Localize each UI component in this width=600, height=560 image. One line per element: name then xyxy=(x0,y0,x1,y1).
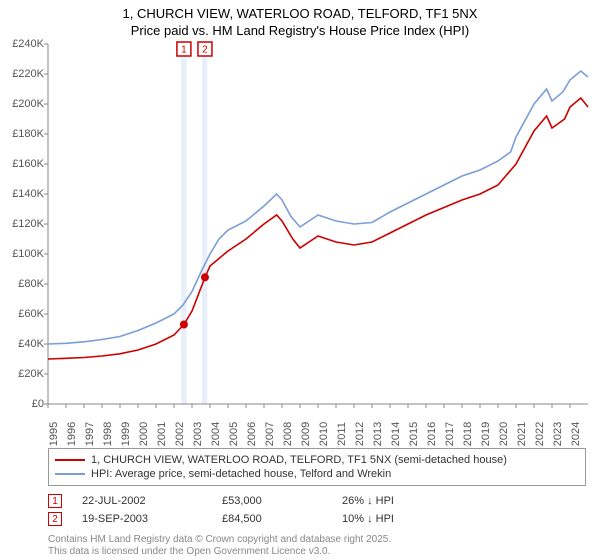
x-tick-label: 2014 xyxy=(390,422,402,446)
chart-title-block: 1, CHURCH VIEW, WATERLOO ROAD, TELFORD, … xyxy=(0,0,600,42)
x-tick-label: 2013 xyxy=(372,422,384,446)
x-tick-label: 2021 xyxy=(516,422,528,446)
x-tick-label: 2002 xyxy=(174,422,186,446)
legend: 1, CHURCH VIEW, WATERLOO ROAD, TELFORD, … xyxy=(48,448,586,486)
legend-label: 1, CHURCH VIEW, WATERLOO ROAD, TELFORD, … xyxy=(91,454,507,466)
x-tick-label: 2007 xyxy=(264,422,276,446)
y-tick-label: £40K xyxy=(18,338,44,350)
x-tick-label: 2004 xyxy=(210,422,222,446)
x-tick-label: 2008 xyxy=(282,422,294,446)
sale-band xyxy=(202,44,207,404)
sale-date: 22-JUL-2002 xyxy=(82,495,222,507)
x-tick-label: 2012 xyxy=(354,422,366,446)
sale-delta: 10% ↓ HPI xyxy=(342,513,482,525)
sale-point xyxy=(201,273,209,281)
legend-item: 1, CHURCH VIEW, WATERLOO ROAD, TELFORD, … xyxy=(55,453,579,467)
x-axis: 1995199619971998199920002001200220032004… xyxy=(48,406,588,442)
chart-plot-area: 12 xyxy=(48,44,588,404)
x-tick-label: 2005 xyxy=(228,422,240,446)
x-tick-label: 1997 xyxy=(84,422,96,446)
series-price_paid xyxy=(48,98,588,359)
x-tick-label: 2006 xyxy=(246,422,258,446)
x-tick-label: 1996 xyxy=(66,422,78,446)
x-tick-label: 2022 xyxy=(534,422,546,446)
x-tick-label: 2009 xyxy=(300,422,312,446)
x-tick-label: 1999 xyxy=(120,422,132,446)
sale-row: 2 19-SEP-2003£84,50010% ↓ HPI xyxy=(48,510,586,528)
y-tick-label: £80K xyxy=(18,278,44,290)
sales-table: 1 22-JUL-2002£53,00026% ↓ HPI 2 19-SEP-2003… xyxy=(48,492,586,528)
x-tick-label: 2015 xyxy=(408,422,420,446)
y-tick-label: £160K xyxy=(12,158,44,170)
footnote-line-1: Contains HM Land Registry data © Crown c… xyxy=(48,534,391,546)
footnote: Contains HM Land Registry data © Crown c… xyxy=(48,534,391,558)
sale-point xyxy=(180,321,188,329)
sale-delta: 26% ↓ HPI xyxy=(342,495,482,507)
y-tick-label: £240K xyxy=(12,38,44,50)
x-tick-label: 2003 xyxy=(192,422,204,446)
y-tick-label: £140K xyxy=(12,188,44,200)
sale-marker-callout: 2 xyxy=(198,42,212,56)
x-tick-label: 2001 xyxy=(156,422,168,446)
legend-swatch xyxy=(55,473,85,475)
x-tick-label: 2017 xyxy=(444,422,456,446)
x-tick-label: 2024 xyxy=(570,422,582,446)
x-tick-label: 2023 xyxy=(552,422,564,446)
sale-row: 1 22-JUL-2002£53,00026% ↓ HPI xyxy=(48,492,586,510)
sale-marker-box: 2 xyxy=(48,512,62,526)
series-hpi xyxy=(48,71,588,344)
sale-band xyxy=(181,44,186,404)
legend-item: HPI: Average price, semi-detached house,… xyxy=(55,467,579,481)
legend-label: HPI: Average price, semi-detached house,… xyxy=(91,468,391,480)
x-tick-label: 1998 xyxy=(102,422,114,446)
footnote-line-2: This data is licensed under the Open Gov… xyxy=(48,546,391,558)
legend-swatch xyxy=(55,459,85,461)
sale-marker-callout: 1 xyxy=(177,42,191,56)
x-tick-label: 2020 xyxy=(498,422,510,446)
chart-svg: 12 xyxy=(42,38,594,410)
y-tick-label: £200K xyxy=(12,98,44,110)
y-tick-label: £100K xyxy=(12,248,44,260)
sale-date: 19-SEP-2003 xyxy=(82,513,222,525)
x-tick-label: 2019 xyxy=(480,422,492,446)
y-tick-label: £180K xyxy=(12,128,44,140)
title-line-1: 1, CHURCH VIEW, WATERLOO ROAD, TELFORD, … xyxy=(0,6,600,23)
y-tick-label: £220K xyxy=(12,68,44,80)
svg-text:1: 1 xyxy=(181,45,187,56)
y-tick-label: £20K xyxy=(18,368,44,380)
x-tick-label: 2010 xyxy=(318,422,330,446)
x-tick-label: 2000 xyxy=(138,422,150,446)
x-tick-label: 2016 xyxy=(426,422,438,446)
sale-marker-box: 1 xyxy=(48,494,62,508)
x-tick-label: 2011 xyxy=(336,422,348,446)
y-tick-label: £60K xyxy=(18,308,44,320)
sale-price: £84,500 xyxy=(222,513,342,525)
sale-price: £53,000 xyxy=(222,495,342,507)
x-tick-label: 2018 xyxy=(462,422,474,446)
x-tick-label: 1995 xyxy=(48,422,60,446)
y-tick-label: £120K xyxy=(12,218,44,230)
y-axis: £0£20K£40K£60K£80K£100K£120K£140K£160K£1… xyxy=(0,44,46,404)
svg-text:2: 2 xyxy=(202,45,208,56)
